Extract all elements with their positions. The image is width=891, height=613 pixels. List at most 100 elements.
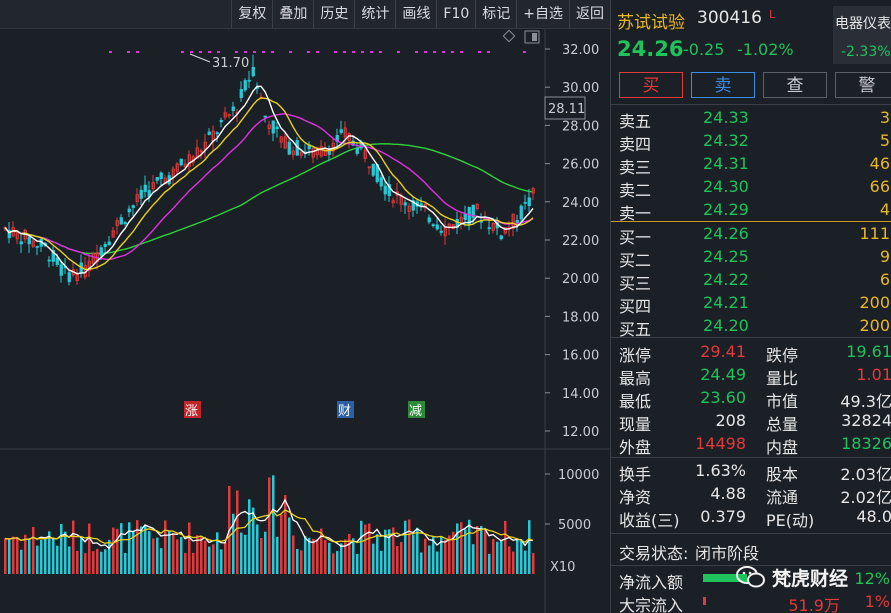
candle <box>107 235 111 246</box>
volume-bar <box>92 551 95 574</box>
bids-volume: 200 <box>859 316 890 335</box>
event-dot <box>208 51 211 53</box>
volume-bar <box>64 531 67 574</box>
asks-volume: 3 <box>879 108 890 127</box>
mark-button[interactable]: 标记 <box>475 0 516 28</box>
cai-marker-box <box>337 401 354 418</box>
candle <box>155 176 159 184</box>
trade-button-2[interactable]: 查 <box>763 72 827 98</box>
quote-panel: 苏试试验 300416 L 24.26 -0.25 -1.02% 电器仪表 -2… <box>610 0 891 613</box>
panel-toggle-icon[interactable] <box>524 30 540 44</box>
stat-value: 19.61 <box>846 342 891 361</box>
kline-chart-svg[interactable]: 32.00 30.00 28.00 26.00 24.00 22.00 20.00 18.00… <box>0 29 610 613</box>
stat-row: 涨停 29.41 跌停 19.61 <box>611 340 891 365</box>
f10-button[interactable]: F10 <box>436 0 475 28</box>
volume-bar <box>288 517 291 574</box>
high-price-label: 31.70 <box>212 56 249 71</box>
flow-row: 净流入额 12% <box>611 567 891 592</box>
candle <box>271 120 275 142</box>
stat-label: 最低 <box>619 392 652 411</box>
candle <box>227 113 231 119</box>
volume-bar <box>328 542 331 574</box>
asks-row: 卖五 24.33 3 <box>611 106 891 131</box>
fuquan-button[interactable]: 复权 <box>231 0 272 28</box>
volume-bar <box>516 538 519 574</box>
asks-label: 卖五 <box>619 112 652 131</box>
event-dot <box>334 51 337 53</box>
asks-price: 24.30 <box>703 177 749 196</box>
ma20-line <box>4 113 534 260</box>
trade-button-0[interactable]: 买 <box>619 72 683 98</box>
stat-label: 净资 <box>619 488 652 507</box>
event-dot <box>343 51 346 53</box>
price-axis-tick: 32.00 <box>562 43 599 58</box>
volume-bar <box>204 540 207 574</box>
asks-price: 24.32 <box>703 131 749 150</box>
event-dot <box>370 51 373 53</box>
bids-price: 24.22 <box>703 270 749 289</box>
candle <box>131 204 135 217</box>
candle <box>187 150 191 172</box>
candle <box>371 163 375 177</box>
stat-label: 收益(三) <box>619 511 680 530</box>
stat-label: 换手 <box>619 465 652 484</box>
stat-label: 量比 <box>766 369 799 388</box>
diamond-icon[interactable] <box>502 29 516 43</box>
candle <box>427 214 431 225</box>
volume-bar <box>172 533 175 574</box>
volume-bar <box>304 535 307 574</box>
candle <box>435 218 439 231</box>
trade-button-3[interactable]: 警 <box>835 72 891 98</box>
stat-value: 2.02亿 <box>840 488 891 507</box>
candle <box>311 145 315 164</box>
volume-bar <box>408 519 411 574</box>
overlay-button[interactable]: 叠加 <box>272 0 313 28</box>
trade-button-1[interactable]: 卖 <box>691 72 755 98</box>
volume-bar <box>332 553 335 574</box>
volume-bar <box>432 536 435 574</box>
price-axis-tick: 30.00 <box>562 81 599 96</box>
volume-bar <box>352 538 355 574</box>
candle <box>231 101 235 117</box>
candle <box>143 175 147 198</box>
flow-bar <box>703 597 706 605</box>
volume-bar <box>492 538 495 574</box>
event-dot <box>307 51 310 53</box>
volume-bar <box>184 553 187 574</box>
price-axis-tick: 24.00 <box>562 196 599 211</box>
volume-bar <box>24 534 27 574</box>
asks-row: 卖三 24.31 46 <box>611 152 891 177</box>
volume-bar <box>12 536 15 574</box>
candle <box>119 214 123 225</box>
add-watchlist-button[interactable]: +自选 <box>516 0 569 28</box>
volume-bar <box>320 528 323 574</box>
volume-bar <box>528 520 531 574</box>
candle <box>179 158 183 167</box>
stat-label: 市值 <box>766 392 799 411</box>
stat-label: 最高 <box>619 369 652 388</box>
volume-bar <box>508 546 511 574</box>
draw-line-button[interactable]: 画线 <box>395 0 436 28</box>
candle <box>207 128 211 136</box>
stat-value: 14498 <box>695 434 746 453</box>
price-axis-tick: 28.00 <box>562 119 599 134</box>
volume-bar <box>128 522 131 574</box>
volume-bar <box>160 548 163 574</box>
candle <box>323 142 327 157</box>
volume-bar <box>240 532 243 574</box>
volume-bar <box>468 519 471 574</box>
volume-bar <box>416 527 419 574</box>
statistics-button[interactable]: 统计 <box>354 0 395 28</box>
asks-volume: 46 <box>869 154 890 173</box>
kline-chart[interactable]: 32.00 30.00 28.00 26.00 24.00 22.00 20.00 18.00… <box>0 29 610 613</box>
candle <box>19 232 23 254</box>
volume-bar <box>176 539 179 574</box>
bids-row: 买一 24.26 111 <box>611 222 891 247</box>
volume-bar <box>40 539 43 574</box>
price-axis-tick: 22.00 <box>562 234 599 249</box>
back-button[interactable]: 返回 <box>569 0 610 28</box>
candle <box>531 186 535 201</box>
stat-label: 总量 <box>766 415 799 434</box>
history-button[interactable]: 历史 <box>313 0 354 28</box>
sector-box[interactable]: 电器仪表 -2.33% <box>833 6 891 64</box>
